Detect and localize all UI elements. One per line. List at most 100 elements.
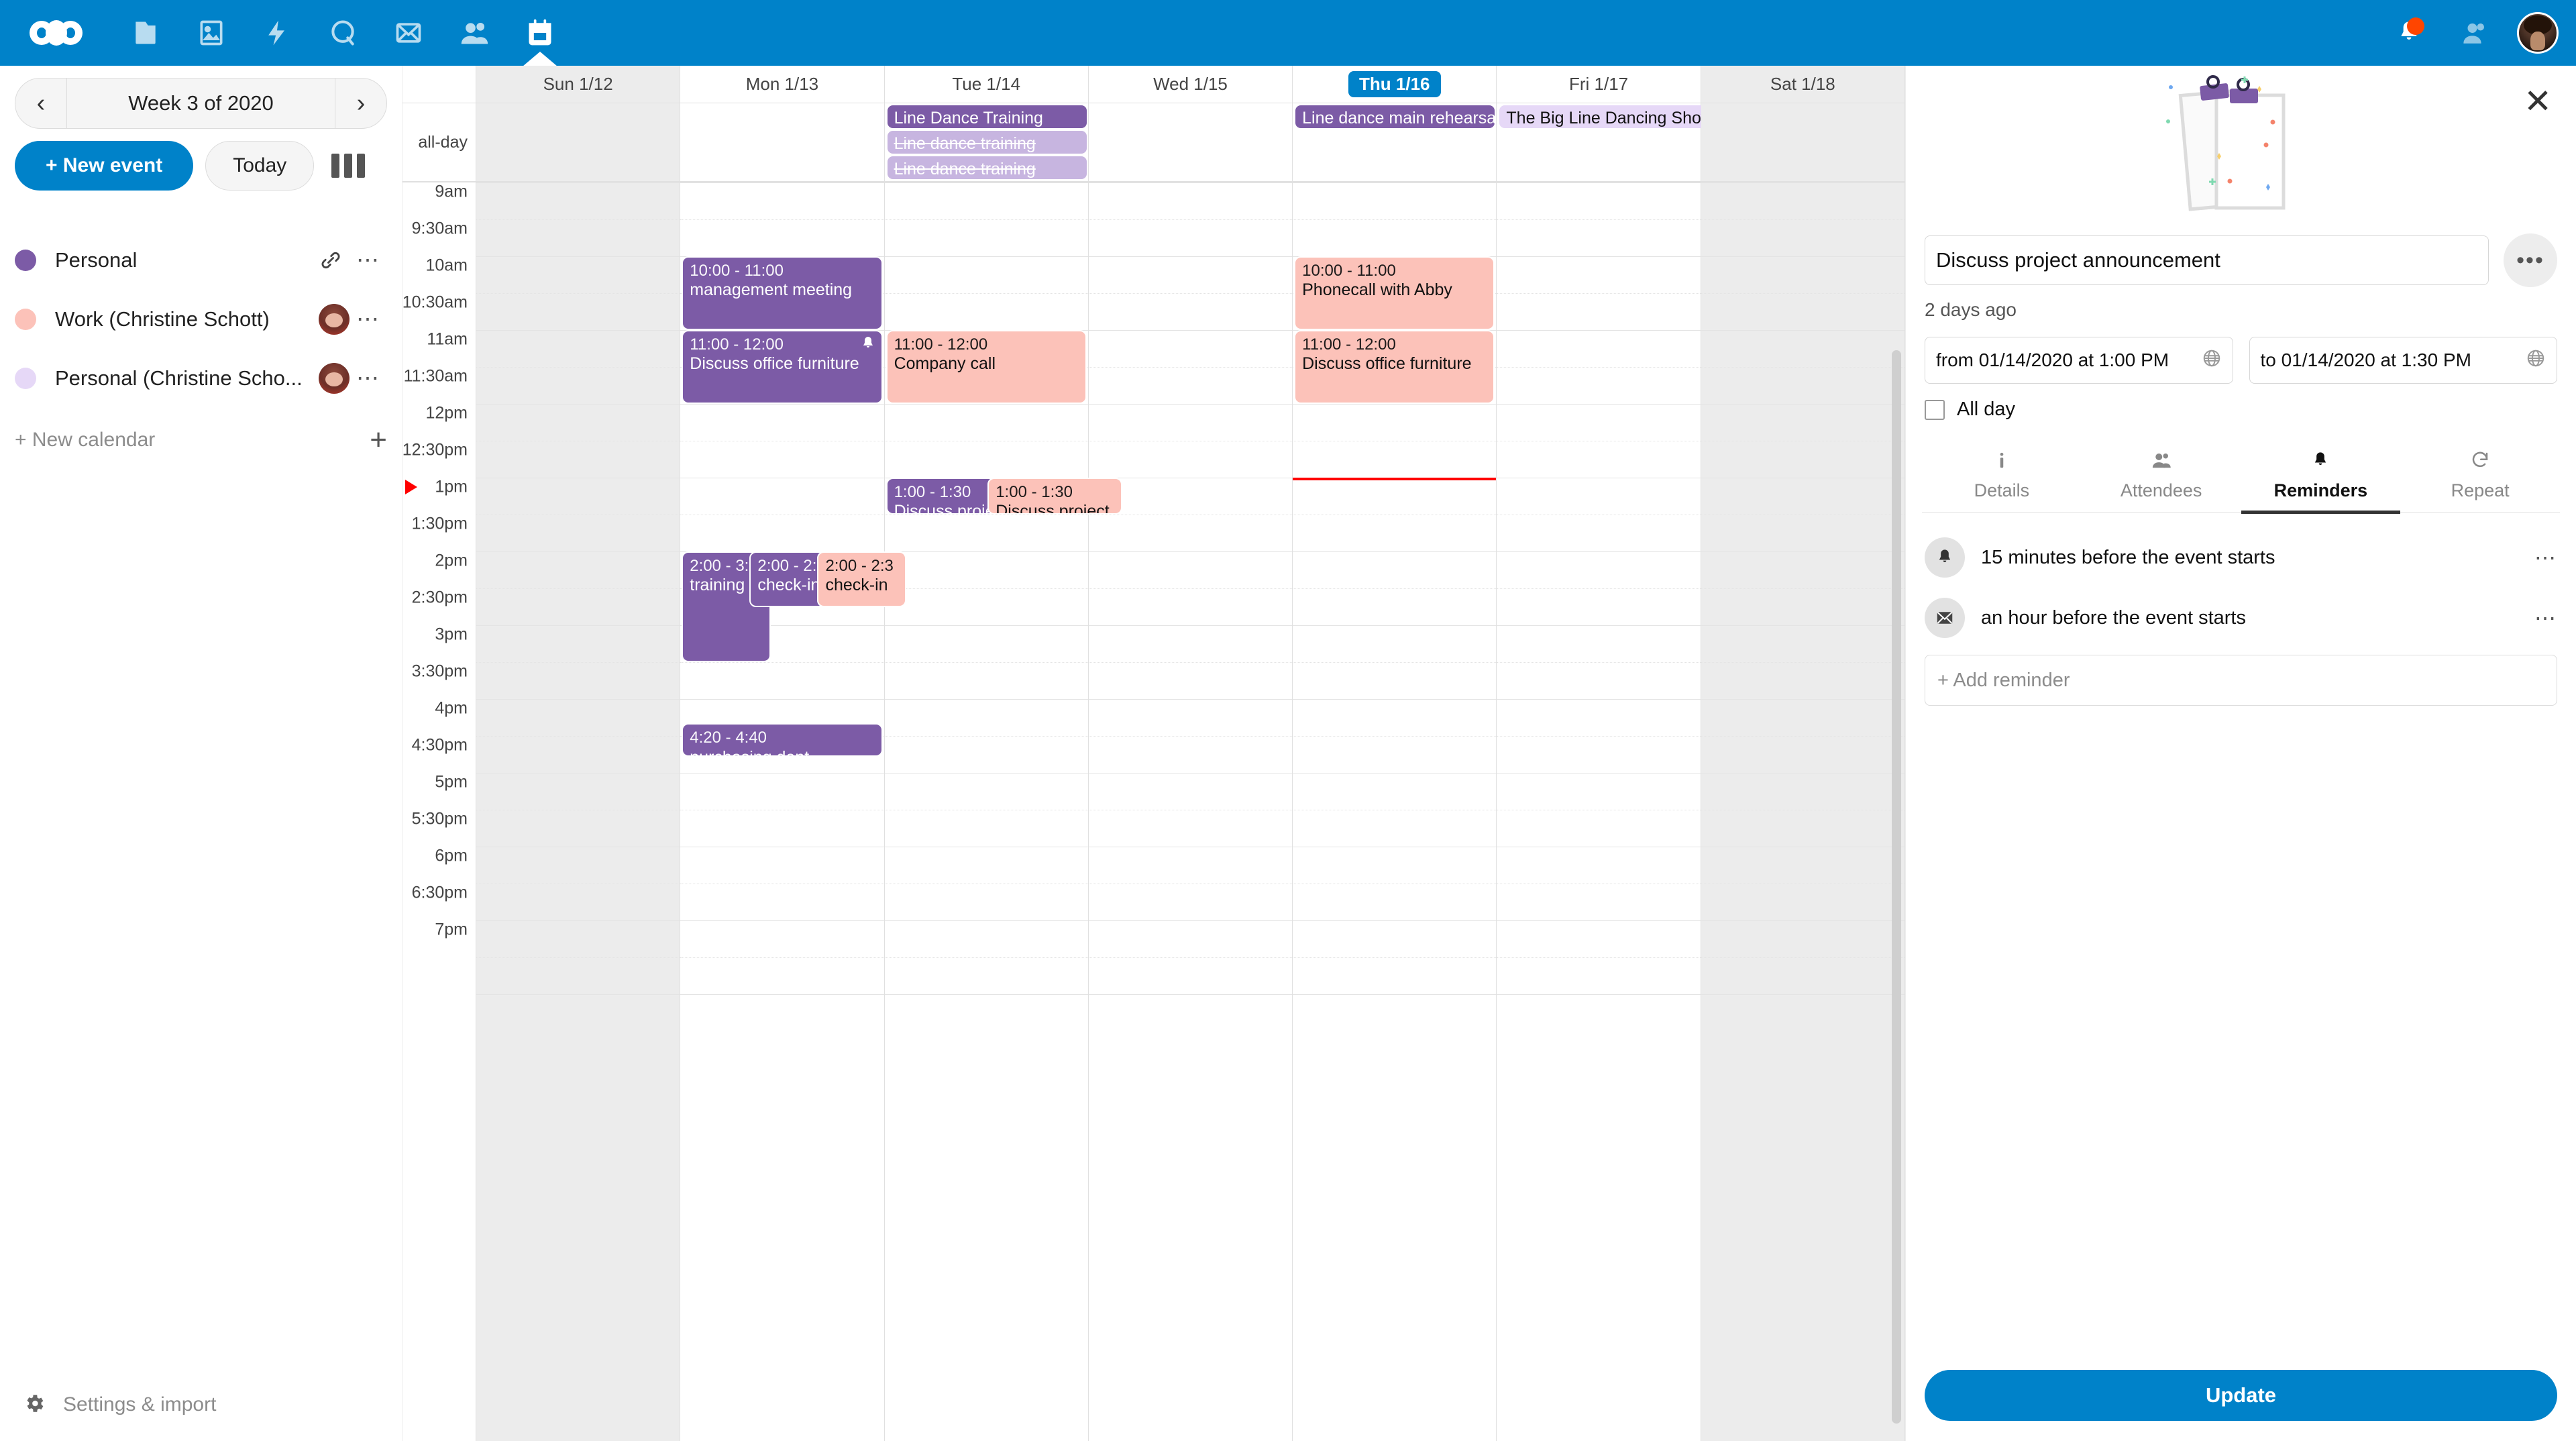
grid-line	[680, 182, 884, 183]
tab-reminders[interactable]: Reminders	[2241, 443, 2401, 514]
tab-attendees[interactable]: Attendees	[2082, 443, 2241, 512]
nextcloud-logo[interactable]	[0, 19, 113, 46]
all-day-checkbox[interactable]: All day	[1906, 384, 2576, 421]
calendar-event[interactable]: 10:00 - 11:00 Phonecall with Abby	[1294, 256, 1495, 330]
grid-line	[476, 699, 680, 700]
tab-repeat[interactable]: Repeat	[2400, 443, 2560, 512]
talk-icon[interactable]	[310, 0, 376, 66]
grid-line	[884, 404, 1088, 405]
all-day-cell-5[interactable]: The Big Line Dancing Show	[1497, 103, 1725, 181]
today-button[interactable]: Today	[205, 141, 315, 191]
all-day-cell-4[interactable]: Line dance main rehearsal	[1293, 103, 1497, 181]
day-header-0[interactable]: Sun 1/12	[476, 66, 681, 103]
event-start-date-field[interactable]: from 01/14/2020 at 1:00 PM	[1925, 337, 2233, 384]
event-end-date-field[interactable]: to 01/14/2020 at 1:30 PM	[2249, 337, 2557, 384]
plus-icon[interactable]: +	[370, 423, 387, 456]
files-icon[interactable]	[113, 0, 178, 66]
calendar-menu-button[interactable]: ⋯	[356, 366, 380, 391]
event-title: Discuss office furniture	[1302, 354, 1472, 374]
notifications-bell-icon[interactable]	[2376, 0, 2442, 66]
calendar-icon[interactable]	[507, 0, 573, 66]
day-header-1[interactable]: Mon 1/13	[680, 66, 885, 103]
view-switcher-icon[interactable]	[331, 154, 366, 178]
day-header-2[interactable]: Tue 1/14	[885, 66, 1089, 103]
day-header-label: Thu 1/16	[1348, 71, 1441, 97]
grid-line	[1088, 219, 1293, 220]
calendar-scrollbar[interactable]	[1892, 350, 1901, 1424]
all-day-cell-2[interactable]: Line Dance Training Line dance training Li…	[885, 103, 1089, 181]
contacts-icon[interactable]	[441, 0, 507, 66]
grid-line	[1088, 699, 1293, 700]
add-reminder-button[interactable]: + Add reminder	[1925, 655, 2557, 706]
checkbox-box[interactable]	[1925, 399, 1945, 420]
calendar-grid-scroll[interactable]: 9am 9:30am 10am 10:30am 11am 11:30am 12pm 12:30…	[402, 182, 1905, 1441]
grid-line	[680, 219, 884, 220]
globe-icon[interactable]	[2202, 348, 2222, 373]
close-icon[interactable]: ✕	[2524, 83, 2552, 120]
calendar-event[interactable]: 11:00 - 12:00 Discuss office furniture	[1294, 330, 1495, 404]
all-day-event[interactable]: The Big Line Dancing Show	[1499, 105, 1725, 128]
all-day-row: all-day Line Dance Training Line dance tr…	[402, 103, 1905, 182]
contacts-menu-icon[interactable]	[2442, 0, 2508, 66]
share-link-icon[interactable]	[312, 249, 350, 272]
calendar-color-dot	[15, 309, 36, 330]
day-column-3[interactable]	[1088, 182, 1293, 1441]
day-column-1[interactable]: 10:00 - 11:00 management meeting 11:00 - 1…	[680, 182, 906, 1441]
calendar-menu-button[interactable]: ⋯	[356, 248, 380, 273]
tab-details[interactable]: Details	[1922, 443, 2082, 512]
day-column-4[interactable]: 10:00 - 11:00 Phonecall with Abby 11:00 - …	[1293, 182, 1497, 1441]
all-day-event[interactable]: Line dance training	[887, 156, 1087, 179]
day-header-3[interactable]: Wed 1/15	[1089, 66, 1293, 103]
calendar-event[interactable]: 4:20 - 4:40purchasing dept	[682, 723, 883, 757]
reminder-menu-button[interactable]: ⋯	[2534, 545, 2557, 570]
mail-icon[interactable]	[376, 0, 441, 66]
reminder-menu-button[interactable]: ⋯	[2534, 606, 2557, 630]
calendar-item-personal-christine-schott[interactable]: Personal (Christine Scho... ⋯	[0, 349, 402, 408]
event-menu-button[interactable]: •••	[2504, 233, 2557, 287]
new-event-button[interactable]: + New event	[15, 141, 194, 191]
calendar-event[interactable]: 11:00 - 12:00 Company call	[885, 330, 1087, 404]
day-header-6[interactable]: Sat 1/18	[1701, 66, 1905, 103]
day-header-5[interactable]: Fri 1/17	[1497, 66, 1701, 103]
grid-line	[1701, 551, 1904, 552]
time-label: 10am	[425, 256, 468, 275]
all-day-cell-1[interactable]	[680, 103, 885, 181]
previous-week-button[interactable]: ‹	[36, 89, 46, 117]
event-title-input[interactable]	[1925, 235, 2489, 285]
all-day-event[interactable]: Line dance training	[887, 131, 1087, 154]
photos-icon[interactable]	[178, 0, 244, 66]
day-header-4[interactable]: Thu 1/16	[1293, 66, 1497, 103]
user-avatar[interactable]	[2517, 12, 2559, 54]
update-button[interactable]: Update	[1925, 1370, 2557, 1421]
reminder-row[interactable]: 15 minutes before the event starts ⋯	[1925, 527, 2557, 588]
calendar-event[interactable]: 10:00 - 11:00 management meeting	[682, 256, 883, 330]
calendar-event[interactable]: 2:00 - 2:3 check-in	[817, 551, 906, 607]
activity-icon[interactable]	[244, 0, 310, 66]
calendar-event[interactable]: 11:00 - 12:00 Discuss office furniture	[682, 330, 883, 404]
new-calendar-button[interactable]: + New calendar +	[0, 413, 402, 467]
all-day-event[interactable]: Line dance main rehearsal	[1295, 105, 1495, 128]
grid-line	[1701, 219, 1904, 220]
bell-icon	[2311, 450, 2330, 475]
grid-line	[476, 256, 680, 257]
day-column-5[interactable]	[1497, 182, 1701, 1441]
all-day-event[interactable]: Line Dance Training	[887, 105, 1087, 128]
calendar-event[interactable]: 1:00 - 1:30 Discuss project	[987, 478, 1122, 515]
all-day-cell-6[interactable]	[1701, 103, 1905, 181]
grid-line	[476, 293, 680, 294]
reminder-row[interactable]: an hour before the event starts ⋯	[1925, 588, 2557, 648]
grid-line	[680, 404, 884, 405]
grid-line	[1497, 330, 1701, 331]
calendar-menu-button[interactable]: ⋯	[356, 307, 380, 332]
day-column-6[interactable]	[1701, 182, 1905, 1441]
day-column-0[interactable]	[476, 182, 681, 1441]
day-column-2[interactable]: 11:00 - 12:00 Company call 1:00 - 1:30 Disc…	[884, 182, 1122, 1441]
day-header-label: Mon 1/13	[745, 74, 819, 94]
settings-import-button[interactable]: Settings & import	[0, 1383, 402, 1426]
all-day-cell-3[interactable]	[1089, 103, 1293, 181]
next-week-button[interactable]: ›	[356, 89, 366, 117]
all-day-cell-0[interactable]	[476, 103, 681, 181]
calendar-item-personal[interactable]: Personal ⋯	[0, 231, 402, 290]
globe-icon[interactable]	[2526, 348, 2546, 373]
calendar-item-work-christine-schott[interactable]: Work (Christine Schott) ⋯	[0, 290, 402, 349]
